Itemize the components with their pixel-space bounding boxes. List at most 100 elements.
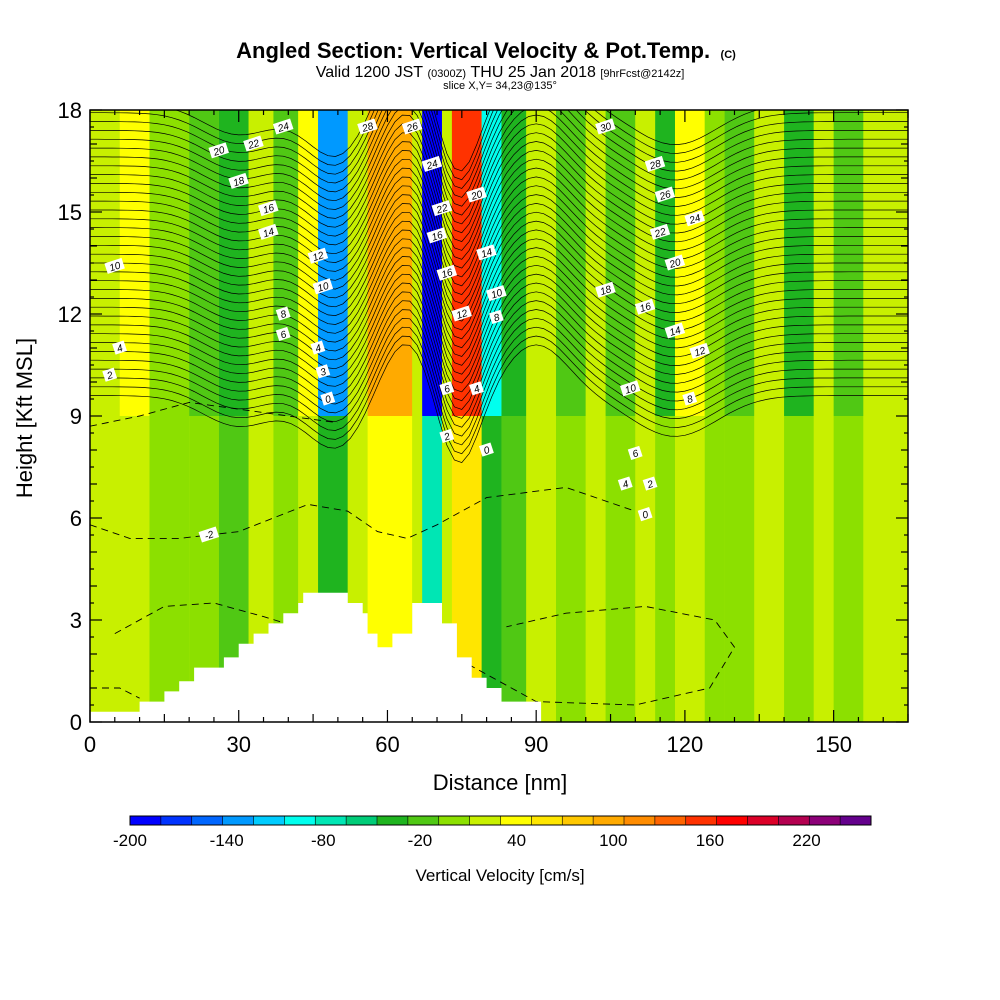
- colorbar: [129, 815, 872, 826]
- vertical-velocity-field: [90, 110, 908, 722]
- contour-label-text: 28: [648, 158, 663, 172]
- contour-label-box: [664, 254, 686, 271]
- isotherm-contour: [90, 309, 908, 428]
- velocity-column-lower: [556, 416, 586, 722]
- contour-label-box: [654, 186, 676, 203]
- colorbar-tick-label: 40: [507, 831, 526, 850]
- isotherm-contour: [90, 123, 908, 243]
- contour-label-text: 16: [262, 202, 276, 216]
- isotherm-contour: [90, 110, 908, 216]
- contour-label: 16: [436, 264, 458, 281]
- colorbar-segment: [531, 816, 563, 825]
- colorbar-segment: [840, 816, 872, 825]
- contour-label: 0: [479, 442, 494, 457]
- x-tick-label: 30: [226, 732, 250, 757]
- isotherm-contour: [174, 110, 759, 172]
- velocity-column-lower: [724, 416, 755, 722]
- colorbar-segment: [284, 816, 316, 825]
- colorbar-segment: [716, 816, 748, 825]
- contour-label-text: 18: [232, 175, 246, 189]
- contour-label-box: [198, 526, 220, 543]
- contour-label-text: 24: [687, 213, 702, 227]
- velocity-column-lower: [526, 416, 557, 722]
- colorbar-segment: [438, 816, 470, 825]
- velocity-column-lower: [119, 416, 150, 722]
- isotherm-contour: [90, 203, 908, 322]
- contour-label-text: 26: [405, 121, 420, 135]
- contour-label-text: 16: [639, 301, 653, 315]
- isotherm-contour: [90, 110, 908, 207]
- contour-label-box: [664, 322, 686, 339]
- contour-label-text: 3: [319, 367, 328, 379]
- contour-label-text: 14: [480, 247, 494, 261]
- isotherm-contour: [90, 132, 908, 251]
- velocity-column-upper: [248, 110, 274, 416]
- isotherm-contour: [90, 110, 908, 181]
- contour-label-text: 6: [443, 384, 452, 396]
- y-tick-label: 15: [58, 200, 82, 225]
- contour-label-text: 30: [599, 121, 613, 135]
- contour-label-box: [644, 155, 666, 172]
- velocity-column-upper: [318, 110, 348, 416]
- colorbar-segment: [315, 816, 347, 825]
- contour-label-text: 22: [246, 138, 261, 152]
- colorbar-segment: [346, 816, 378, 825]
- velocity-column-lower: [412, 416, 423, 722]
- contour-label: 20: [664, 254, 686, 271]
- contour-label: 10: [486, 285, 507, 302]
- contour-label-text: 0: [483, 445, 492, 457]
- contour-label-box: [228, 172, 249, 189]
- contour-label-box: [275, 326, 291, 342]
- contour-label-box: [272, 118, 294, 135]
- isotherm-contour: [90, 110, 908, 198]
- contour-label: 0: [637, 507, 653, 522]
- velocity-column-lower: [833, 416, 864, 722]
- contour-label-box: [479, 442, 494, 457]
- contour-label: 2: [439, 428, 455, 444]
- contour-label: 4: [617, 476, 633, 491]
- colorbar-label: Vertical Velocity [cm/s]: [415, 866, 584, 885]
- contour-label: 14: [258, 223, 279, 240]
- contour-label: 22: [431, 200, 453, 217]
- contour-label: 12: [689, 342, 710, 359]
- colorbar-tick-label: -140: [210, 831, 244, 850]
- isotherm-contour: [90, 335, 908, 455]
- x-tick-label: 60: [375, 732, 399, 757]
- colorbar-tick-label: 160: [696, 831, 724, 850]
- colorbar-ticks: -200 -140 -80 -20 40 100 160 220: [113, 831, 821, 850]
- y-tick-label: 0: [70, 710, 82, 735]
- contour-label-text: 26: [657, 189, 672, 203]
- contour-label-box: [617, 476, 633, 491]
- contour-label: 10: [619, 380, 641, 397]
- contour-label-box: [595, 281, 616, 298]
- contour-label-box: [595, 118, 616, 135]
- velocity-column-upper: [298, 110, 319, 416]
- colorbar-segment: [160, 816, 193, 825]
- contour-label: 16: [426, 227, 448, 244]
- contour-label-text: 22: [434, 202, 449, 216]
- contour-label-text: 12: [311, 250, 325, 264]
- colorbar-segment: [654, 816, 687, 825]
- contour-label-box: [451, 305, 472, 322]
- contour-label: 22: [649, 223, 671, 241]
- contour-label-box: [684, 210, 705, 227]
- contour-label-text: 10: [490, 287, 504, 301]
- contour-label: 4: [112, 340, 127, 355]
- colorbar-segment: [191, 816, 223, 825]
- contour-label-text: 14: [262, 226, 276, 240]
- x-tick-label: 0: [84, 732, 96, 757]
- contour-label: 6: [439, 381, 455, 396]
- isotherm-contour: [90, 110, 908, 225]
- contour-label-box: [315, 364, 331, 379]
- isotherm-contour: [90, 264, 908, 384]
- contour-label-text: 24: [276, 121, 291, 135]
- colorbar-segment: [222, 816, 254, 825]
- contour-label-box: [486, 285, 507, 302]
- terrain-profile: [90, 592, 542, 722]
- contour-label: 8: [275, 306, 291, 321]
- isotherm-contour: [90, 229, 908, 349]
- contour-label: 14: [476, 244, 497, 261]
- isotherm-contour: [90, 247, 908, 366]
- colorbar-segment: [593, 816, 625, 825]
